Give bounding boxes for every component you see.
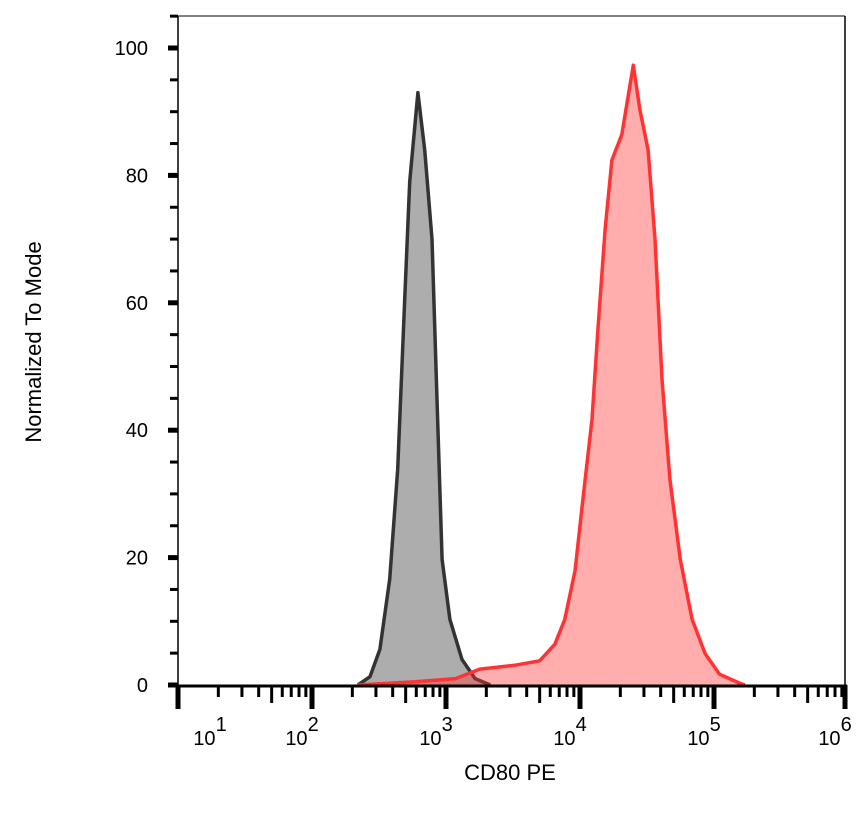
stained-histogram-line: [357, 63, 746, 687]
y-tick-label: 80: [126, 165, 148, 187]
x-tick-base: 10: [285, 728, 307, 750]
x-tick-base: 10: [818, 728, 840, 750]
x-tick-base: 10: [419, 728, 441, 750]
x-tick-exponent: 3: [442, 714, 453, 736]
x-tick-base: 10: [553, 728, 575, 750]
x-tick-label: 104: [553, 714, 586, 750]
y-tick-label: 100: [115, 38, 148, 60]
stained-histogram-fill: [357, 65, 745, 685]
x-tick-exponent: 2: [308, 714, 319, 736]
x-tick-label: 101: [193, 714, 226, 750]
x-tick-label: 103: [419, 714, 452, 750]
y-tick-label: 20: [126, 548, 148, 570]
x-tick-label: 105: [687, 714, 720, 750]
y-axis-title: Normalized To Mode: [21, 241, 46, 442]
x-axis-title: CD80 PE: [464, 760, 556, 785]
x-tick-exponent: 6: [841, 714, 852, 736]
x-tick-base: 10: [193, 728, 215, 750]
y-tick-label: 0: [137, 675, 148, 697]
control-histogram-line: [356, 90, 491, 687]
x-tick-label: 102: [285, 714, 318, 750]
x-tick-exponent: 1: [216, 714, 227, 736]
axes-layer: [168, 14, 848, 709]
x-tick-base: 10: [687, 728, 709, 750]
control-histogram-fill: [357, 92, 491, 686]
x-tick-exponent: 5: [710, 714, 721, 736]
y-tick-label: 60: [126, 293, 148, 315]
y-tick-label: 40: [126, 420, 148, 442]
x-tick-exponent: 4: [576, 714, 587, 736]
series-layer: [356, 63, 746, 687]
x-tick-label: 106: [818, 714, 851, 750]
